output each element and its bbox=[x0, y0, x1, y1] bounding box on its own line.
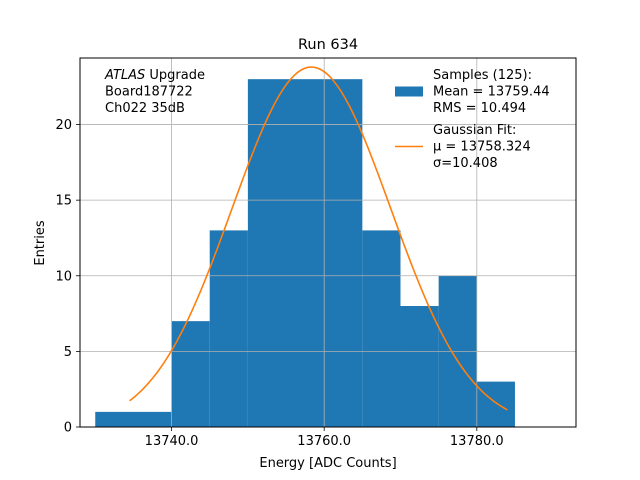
legend-entry-1-line-0: Gaussian Fit: bbox=[433, 123, 516, 138]
annotation-line-0: ATLAS Upgrade bbox=[104, 68, 205, 83]
chart-title: Run 634 bbox=[298, 37, 358, 53]
annotation-text: Board187722 bbox=[105, 85, 193, 100]
atlas-annotation: ATLAS Upgrade Board187722 Ch022 35dB bbox=[104, 68, 205, 116]
y-tick-label-0: 0 bbox=[64, 421, 72, 436]
y-axis-label: Entries bbox=[33, 220, 48, 266]
histogram-bars bbox=[95, 79, 515, 428]
x-tick-label-0: 13740.0 bbox=[145, 434, 199, 449]
annotation-line-1: Board187722 bbox=[105, 85, 193, 100]
histogram-bar-1 bbox=[171, 321, 210, 427]
legend: Samples (125): Mean = 13759.44 RMS = 10.… bbox=[395, 68, 550, 171]
legend-entry-0-line-2: RMS = 10.494 bbox=[433, 101, 526, 116]
x-tick-label-1: 13760.0 bbox=[297, 434, 351, 449]
histogram-bar-0 bbox=[95, 411, 172, 427]
axis-ticks: 13740.0 13760.0 13780.0 0 5 10 15 20 bbox=[55, 118, 503, 449]
annotation-text: Upgrade bbox=[145, 68, 205, 83]
y-tick-label-3: 15 bbox=[55, 194, 72, 209]
gaussian-fit-curve bbox=[129, 66, 508, 411]
histogram-bar-5 bbox=[400, 306, 439, 427]
annotation-line-2: Ch022 35dB bbox=[105, 101, 185, 116]
histogram-bar-2 bbox=[209, 230, 248, 427]
y-tick-label-2: 10 bbox=[55, 269, 72, 284]
legend-entry-1-line-2: σ=10.408 bbox=[433, 156, 498, 171]
x-tick-label-2: 13780.0 bbox=[450, 434, 504, 449]
histogram-bar-3 bbox=[247, 79, 363, 428]
y-tick-label-4: 20 bbox=[55, 118, 72, 133]
legend-entry-0-line-1: Mean = 13759.44 bbox=[433, 85, 550, 100]
legend-entry-1-line-1: μ = 13758.324 bbox=[433, 140, 531, 155]
y-tick-label-1: 5 bbox=[64, 345, 72, 360]
fit-curve-layer bbox=[129, 66, 508, 411]
x-axis-label: Energy [ADC Counts] bbox=[259, 456, 396, 471]
grid-layer bbox=[80, 58, 576, 427]
histogram-bar-7 bbox=[476, 381, 515, 427]
legend-patch-samples bbox=[395, 86, 423, 97]
histogram-bar-4 bbox=[362, 230, 401, 427]
legend-entry-0-line-0: Samples (125): bbox=[433, 68, 532, 83]
annotation-text: Ch022 35dB bbox=[105, 101, 185, 116]
annotation-italic: ATLAS bbox=[104, 68, 145, 83]
plot-frame bbox=[79, 57, 577, 428]
